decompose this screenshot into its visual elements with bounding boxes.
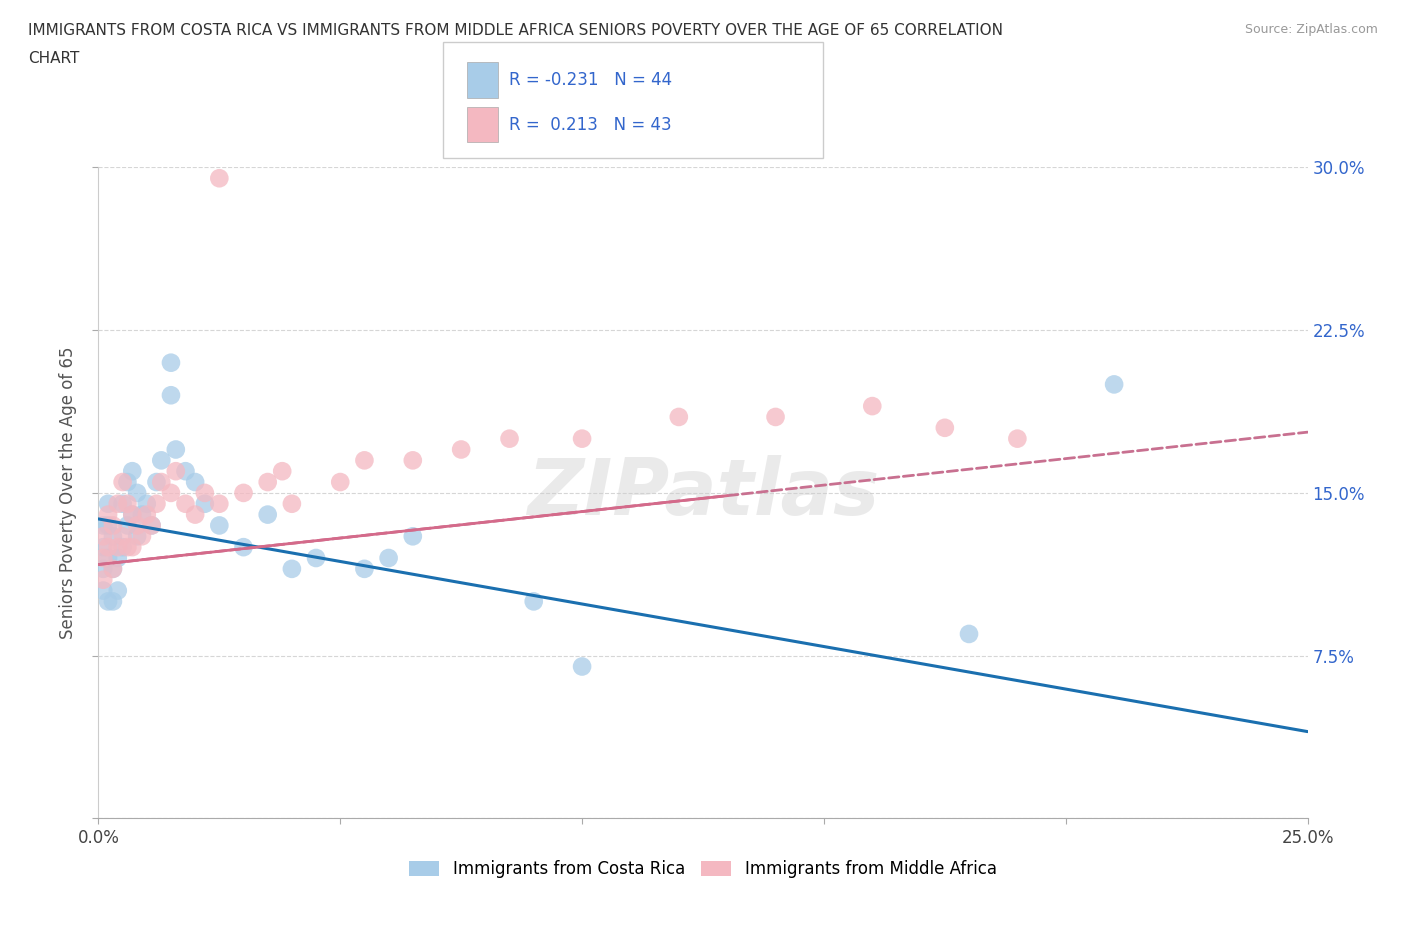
Point: [117, 518, 139, 533]
Point: [135, 497, 157, 512]
Point: [131, 507, 153, 522]
Text: R =  0.213   N = 43: R = 0.213 N = 43: [509, 115, 672, 134]
Point: [121, 464, 143, 479]
Point: [141, 518, 163, 533]
Point: [402, 529, 425, 544]
Point: [208, 518, 231, 533]
Point: [1102, 377, 1125, 392]
Point: [860, 399, 883, 414]
Point: [765, 409, 787, 424]
Point: [117, 474, 139, 489]
Point: [174, 497, 197, 512]
Point: [107, 551, 129, 565]
Point: [91, 572, 114, 587]
Point: [668, 409, 690, 424]
Point: [127, 529, 149, 544]
Point: [111, 529, 134, 544]
Text: R = -0.231   N = 44: R = -0.231 N = 44: [509, 71, 672, 89]
Point: [402, 453, 425, 468]
Point: [101, 562, 124, 577]
Point: [184, 474, 207, 489]
Point: [377, 551, 399, 565]
Point: [934, 420, 956, 435]
Point: [97, 539, 120, 554]
Point: [232, 485, 254, 500]
Point: [97, 518, 120, 533]
Point: [117, 497, 139, 512]
Point: [256, 507, 278, 522]
Point: [571, 659, 593, 674]
Point: [194, 497, 217, 512]
Text: IMMIGRANTS FROM COSTA RICA VS IMMIGRANTS FROM MIDDLE AFRICA SENIORS POVERTY OVER: IMMIGRANTS FROM COSTA RICA VS IMMIGRANTS…: [28, 23, 1002, 38]
Point: [150, 474, 173, 489]
Point: [160, 485, 183, 500]
Point: [121, 507, 143, 522]
Point: [165, 442, 187, 457]
Point: [97, 594, 120, 609]
Point: [101, 562, 124, 577]
Point: [145, 474, 167, 489]
Point: [97, 507, 120, 522]
Point: [165, 464, 187, 479]
Point: [97, 497, 120, 512]
Text: CHART: CHART: [28, 51, 80, 66]
Point: [571, 432, 593, 446]
Point: [127, 485, 149, 500]
Point: [281, 562, 304, 577]
Point: [141, 518, 163, 533]
Point: [107, 583, 129, 598]
Text: Source: ZipAtlas.com: Source: ZipAtlas.com: [1244, 23, 1378, 36]
Y-axis label: Seniors Poverty Over the Age of 65: Seniors Poverty Over the Age of 65: [59, 347, 77, 639]
Point: [281, 497, 304, 512]
Point: [101, 594, 124, 609]
Point: [91, 583, 114, 598]
Point: [111, 539, 134, 554]
Point: [101, 518, 124, 533]
Point: [329, 474, 352, 489]
Point: [498, 432, 520, 446]
Point: [450, 442, 472, 457]
Legend: Immigrants from Costa Rica, Immigrants from Middle Africa: Immigrants from Costa Rica, Immigrants f…: [402, 854, 1004, 885]
Point: [305, 551, 328, 565]
Point: [91, 551, 114, 565]
Point: [160, 388, 183, 403]
Point: [91, 529, 114, 544]
Point: [111, 497, 134, 512]
Text: ZIPatlas: ZIPatlas: [527, 455, 879, 531]
Point: [208, 171, 231, 186]
Point: [131, 529, 153, 544]
Point: [127, 518, 149, 533]
Point: [145, 497, 167, 512]
Point: [135, 507, 157, 522]
Point: [121, 507, 143, 522]
Point: [208, 497, 231, 512]
Point: [957, 627, 980, 642]
Point: [194, 485, 217, 500]
Point: [271, 464, 294, 479]
Point: [97, 551, 120, 565]
Point: [184, 507, 207, 522]
Point: [353, 562, 375, 577]
Point: [523, 594, 546, 609]
Point: [121, 539, 143, 554]
Point: [91, 539, 114, 554]
Point: [160, 355, 183, 370]
Point: [111, 474, 134, 489]
Point: [150, 453, 173, 468]
Point: [101, 529, 124, 544]
Point: [117, 539, 139, 554]
Point: [232, 539, 254, 554]
Point: [353, 453, 375, 468]
Point: [107, 539, 129, 554]
Point: [1007, 432, 1029, 446]
Point: [91, 518, 114, 533]
Point: [256, 474, 278, 489]
Point: [107, 497, 129, 512]
Point: [174, 464, 197, 479]
Point: [91, 562, 114, 577]
